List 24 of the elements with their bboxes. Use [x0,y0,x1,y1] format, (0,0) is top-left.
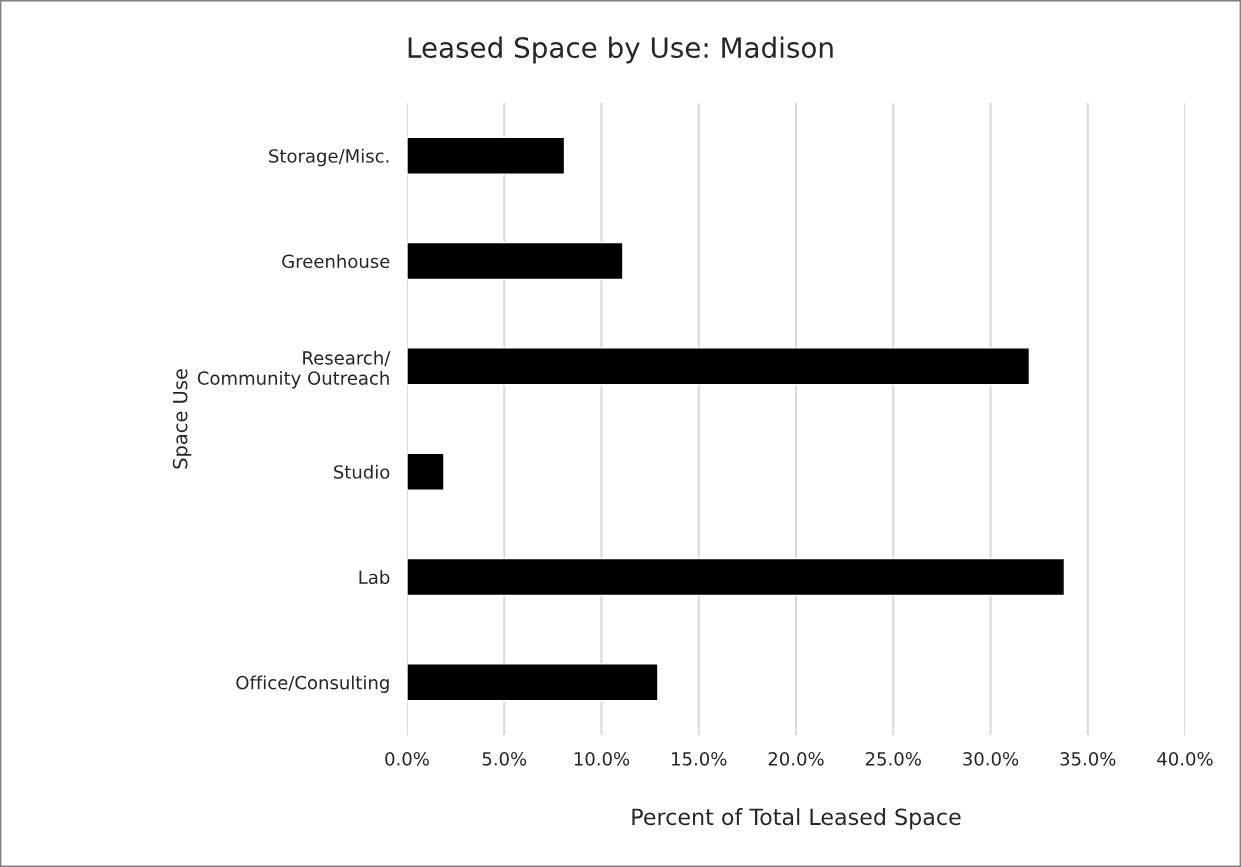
y-tick-label: Office/Consulting [236,675,389,693]
bar [407,136,566,175]
y-tick-label: Research/ Community Outreach [197,350,391,389]
bar [407,452,445,491]
bar [407,663,659,702]
y-tick-label: Lab [359,570,390,585]
x-tick-label: 40.0% [1157,751,1213,766]
y-tick-label: Greenhouse [282,254,390,269]
y-axis-title: Space Use [172,369,192,469]
x-tick-label: 5.0% [482,751,527,766]
x-tick-label: 30.0% [963,751,1019,766]
x-tick-label: 15.0% [672,751,727,766]
bar [407,241,624,281]
x-tick-label: 25.0% [865,751,921,766]
chart-title: Leased Space by Use: Madison [408,36,833,64]
bar [407,347,1031,386]
x-tick-label: 20.0% [768,751,824,766]
x-axis-title: Percent of Total Leased Space [632,808,961,830]
x-tick-label: 35.0% [1060,751,1116,766]
x-tick-label: 0.0% [385,751,429,766]
x-tick-label: 10.0% [574,751,630,766]
y-tick-label: Storage/Misc. [269,148,389,167]
y-tick-label: Studio [334,464,390,479]
bar [407,557,1066,597]
